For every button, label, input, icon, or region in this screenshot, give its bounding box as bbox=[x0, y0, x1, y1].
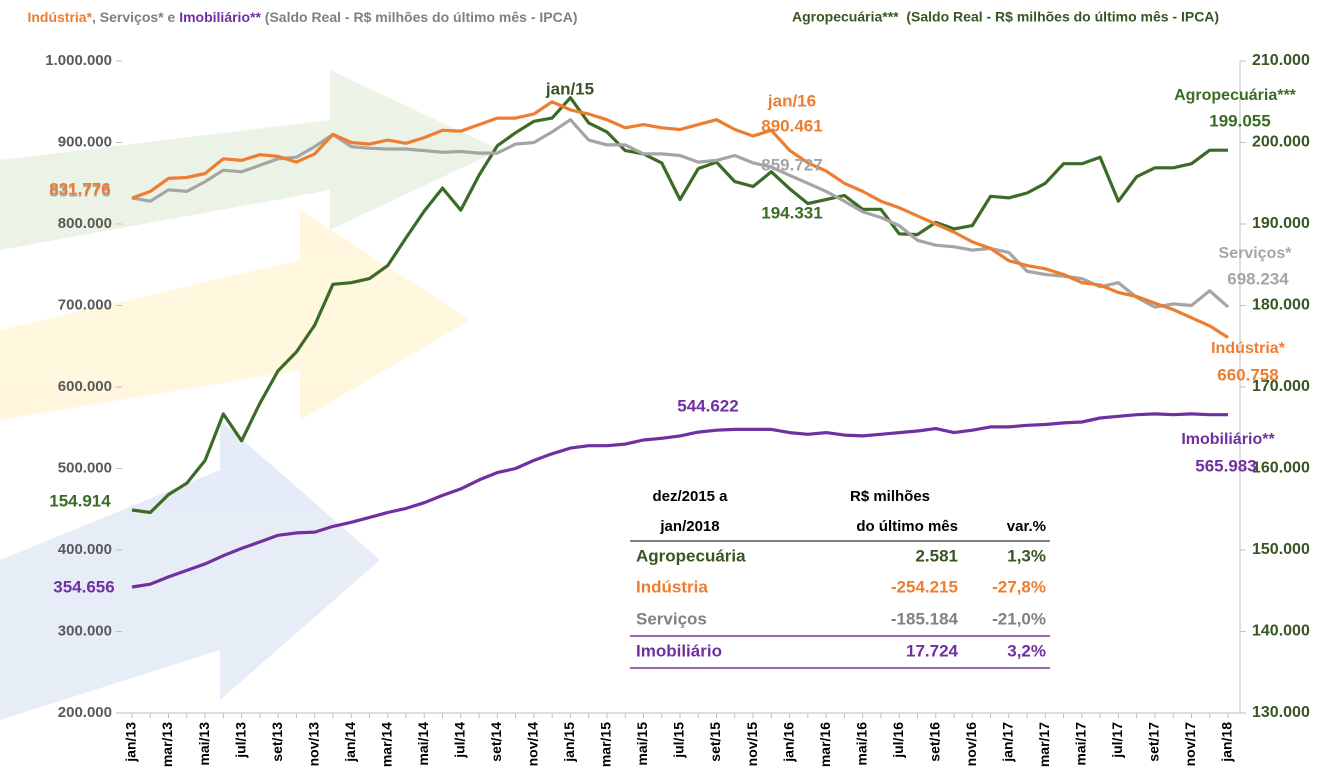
x-tick-label: jul/15 bbox=[671, 722, 687, 759]
y2-tick-label: 140.000 bbox=[1252, 623, 1310, 640]
value-label: 154.914 bbox=[49, 491, 111, 510]
x-tick-label: mai/13 bbox=[196, 722, 212, 766]
x-tick-label: mai/17 bbox=[1073, 722, 1089, 766]
y2-tick-label: 210.000 bbox=[1252, 52, 1310, 69]
y-tick-label: 500.000 bbox=[58, 459, 112, 476]
y-tick-label: 300.000 bbox=[58, 622, 112, 639]
table-header: jan/2018 bbox=[659, 518, 719, 535]
y2-tick-label: 200.000 bbox=[1252, 134, 1310, 151]
y-tick-label: 200.000 bbox=[58, 704, 112, 721]
title-part: Indústria* bbox=[27, 9, 92, 25]
x-tick-label: jul/17 bbox=[1109, 722, 1125, 759]
value-label: 544.622 bbox=[677, 396, 738, 415]
table-cell: Serviços bbox=[636, 609, 707, 628]
background-arrows bbox=[0, 70, 500, 720]
x-tick-label: nov/16 bbox=[963, 722, 979, 767]
value-label: 859.727 bbox=[761, 155, 822, 174]
value-label: 660.758 bbox=[1217, 365, 1278, 384]
value-label: 831.776 bbox=[49, 181, 110, 200]
y-tick-label: 400.000 bbox=[58, 541, 112, 558]
x-tick-label: mar/15 bbox=[598, 722, 614, 767]
x-tick-label: jan/16 bbox=[780, 722, 796, 763]
y2-tick-label: 130.000 bbox=[1252, 704, 1310, 721]
x-tick-label: set/17 bbox=[1146, 722, 1162, 762]
value-label: 831.776 bbox=[49, 179, 110, 198]
x-tick-label: jan/17 bbox=[1000, 722, 1016, 763]
y-tick-label: 1.000.000 bbox=[45, 52, 112, 69]
x-tick-label: mai/14 bbox=[415, 722, 431, 766]
table-cell: -254.215 bbox=[891, 577, 958, 596]
y-tick-label: 900.000 bbox=[58, 133, 112, 150]
chart-title-right: Agropecuária*** (Saldo Real - R$ milhões… bbox=[792, 9, 1219, 25]
x-tick-label: nov/17 bbox=[1182, 722, 1198, 767]
table-header: R$ milhões bbox=[850, 488, 930, 505]
x-tick-label: set/15 bbox=[707, 722, 723, 762]
series-name: Serviços* bbox=[1219, 245, 1293, 262]
y2-tick-label: 190.000 bbox=[1252, 215, 1310, 232]
series-name: Imobiliário** bbox=[1181, 431, 1275, 448]
title-part: Imobiliário** bbox=[179, 9, 261, 25]
series-line bbox=[131, 100, 1229, 339]
y-tick-label: 600.000 bbox=[58, 378, 112, 395]
table-cell: -21,0% bbox=[992, 609, 1046, 628]
series-name: Agropecuária*** bbox=[1174, 87, 1297, 104]
x-tick-label: set/14 bbox=[488, 722, 504, 762]
table-cell: -185.184 bbox=[891, 609, 959, 628]
x-tick-label: nov/14 bbox=[525, 722, 541, 767]
title-part: , Serviços* e bbox=[92, 9, 179, 25]
x-tick-label: mar/14 bbox=[378, 722, 394, 767]
table-cell: Agropecuária bbox=[636, 546, 746, 565]
table-header: var.% bbox=[1007, 518, 1046, 535]
x-tick-label: jan/13 bbox=[123, 722, 139, 763]
table-cell: 3,2% bbox=[1007, 641, 1046, 660]
series-line bbox=[131, 412, 1228, 589]
x-tick-label: nov/15 bbox=[744, 722, 760, 767]
x-tick-label: jan/14 bbox=[342, 722, 358, 763]
x-tick-label: jan/15 bbox=[561, 722, 577, 763]
y-tick-label: 800.000 bbox=[58, 215, 112, 232]
title-part: (Saldo Real - R$ milhões do último mês -… bbox=[261, 9, 578, 25]
chart-title: Indústria*, Serviços* e Imobiliário** (S… bbox=[8, 9, 589, 25]
value-label: 199.055 bbox=[1209, 111, 1270, 130]
x-tick-label: jan/18 bbox=[1219, 722, 1235, 763]
table-cell: -27,8% bbox=[992, 577, 1046, 596]
x-tick-label: mai/16 bbox=[853, 722, 869, 766]
x-tick-label: mai/15 bbox=[634, 722, 650, 766]
value-label: 698.234 bbox=[1227, 269, 1289, 288]
value-label: 565.983 bbox=[1195, 456, 1256, 475]
series-line bbox=[131, 96, 1228, 515]
x-tick-label: jul/16 bbox=[890, 722, 906, 759]
y2-tick-label: 160.000 bbox=[1252, 460, 1310, 477]
value-label: 194.331 bbox=[761, 203, 822, 222]
y2-tick-label: 150.000 bbox=[1252, 541, 1310, 558]
table-cell: Indústria bbox=[636, 577, 708, 596]
x-tick-label: mar/17 bbox=[1036, 722, 1052, 767]
x-tick-label: set/13 bbox=[269, 722, 285, 762]
x-tick-label: nov/13 bbox=[305, 722, 321, 767]
table-header: do último mês bbox=[856, 518, 958, 535]
x-tick-label: jul/13 bbox=[232, 722, 248, 759]
series-line bbox=[131, 118, 1230, 309]
table-cell: 1,3% bbox=[1007, 546, 1046, 565]
y2-tick-label: 180.000 bbox=[1252, 297, 1310, 314]
x-tick-label: set/16 bbox=[926, 722, 942, 762]
y2-tick-label: 170.000 bbox=[1252, 378, 1310, 395]
annotation: jan/15 bbox=[545, 79, 594, 98]
value-label: 354.656 bbox=[53, 577, 114, 596]
x-tick-label: mar/16 bbox=[817, 722, 833, 767]
x-tick-label: mar/13 bbox=[159, 722, 175, 767]
series-name: Indústria* bbox=[1211, 340, 1286, 357]
table-cell: Imobiliário bbox=[636, 641, 722, 660]
table-cell: 17.724 bbox=[906, 641, 959, 660]
annotation: jan/16 bbox=[767, 91, 816, 110]
y-tick-label: 700.000 bbox=[58, 296, 112, 313]
table-header: dez/2015 a bbox=[652, 488, 728, 505]
value-label: 890.461 bbox=[761, 116, 822, 135]
table-cell: 2.581 bbox=[915, 546, 958, 565]
x-tick-label: jul/14 bbox=[452, 722, 468, 759]
